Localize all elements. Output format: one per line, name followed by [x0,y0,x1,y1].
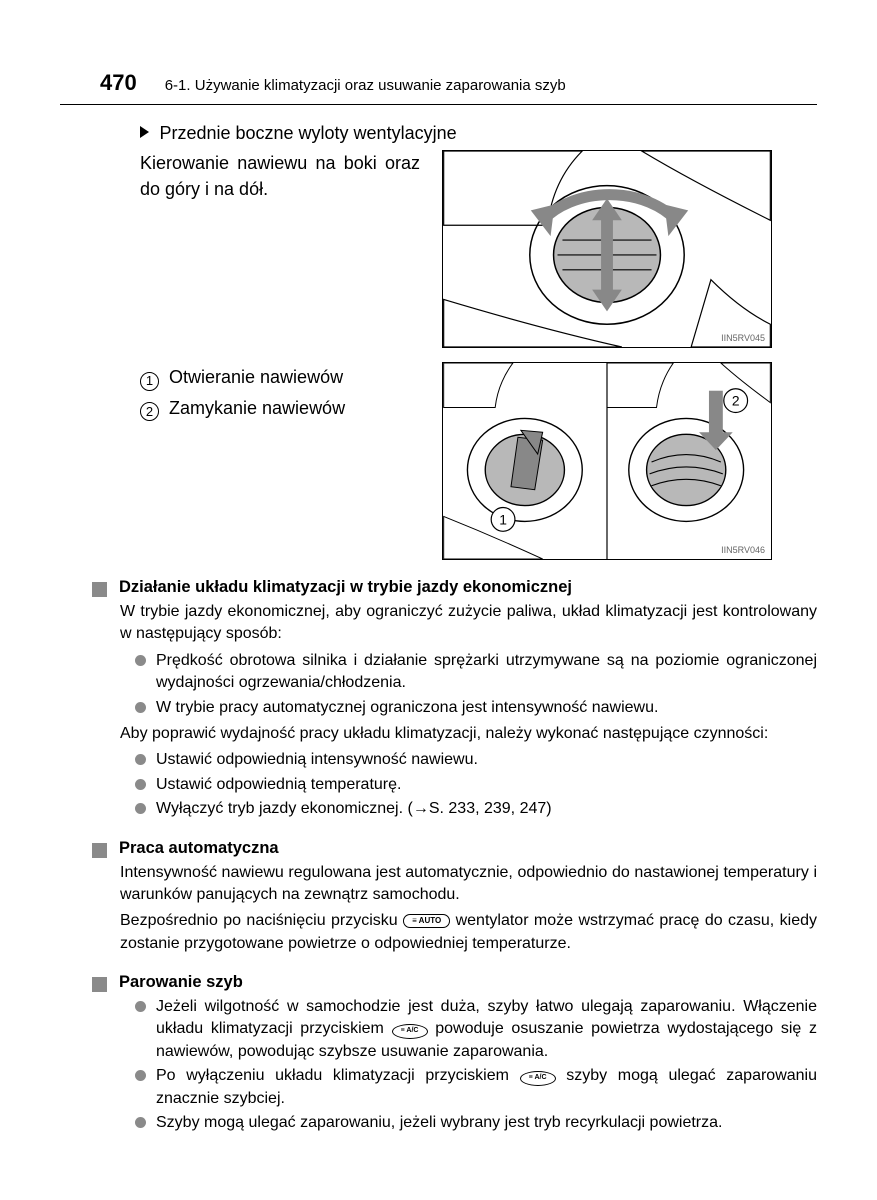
fog-bullet-1: Jeżeli wilgotność w samochodzie jest duż… [135,996,817,1063]
vent-diagram-2: 1 2 [443,363,771,559]
section-title: Przednie boczne wyloty wentylacyjne [159,123,456,143]
figure-2: 1 2 IIN5RV046 [442,362,772,560]
dot-icon [135,779,146,790]
list-item-1-text: Otwieranie nawiewów [169,367,343,387]
list-item-2-text: Zamykanie nawiewów [169,398,345,418]
auto-button-icon: ≡ AUTO [403,914,450,928]
svg-text:2: 2 [732,393,740,409]
figure-2-label: IIN5RV046 [721,545,765,555]
vent-description: Kierowanie nawiewu na boki oraz do góry … [140,150,420,202]
auto-p2: Bezpośrednio po naciśnięciu przycisku ≡ … [120,910,817,955]
dot-icon [135,754,146,765]
dot-icon [135,803,146,814]
eco-p2: Aby poprawić wydajność pracy układu klim… [120,723,817,745]
fog-bullet-3: Szyby mogą ulegać zaparowaniu, jeżeli wy… [135,1112,817,1134]
heading-eco: Działanie układu klimatyzacji w trybie j… [92,578,817,597]
list-item-2: 2 Zamykanie nawiewów [140,393,420,424]
dot-icon [135,1117,146,1128]
figure-1: IIN5RV045 [442,150,772,348]
circle-2-icon: 2 [140,402,159,421]
circle-1-icon: 1 [140,372,159,391]
chapter-title: 6-1. Używanie klimatyzacji oraz usuwanie… [165,77,566,94]
square-bullet-icon [92,582,107,597]
dot-icon [135,702,146,713]
heading-auto: Praca automatyczna [92,839,817,858]
eco-bullet-4: Ustawić odpowiednią temperaturę. [135,774,817,796]
heading-fog: Parowanie szyb [92,973,817,992]
dot-icon [135,1070,146,1081]
dot-icon [135,655,146,666]
header-rule [60,104,817,105]
dot-icon [135,1001,146,1012]
eco-p1: W trybie jazdy ekonomicznej, aby ogranic… [120,601,817,646]
eco-bullet-1: Prędkość obrotowa silnika i działanie sp… [135,650,817,695]
page-number: 470 [100,70,137,96]
svg-text:1: 1 [499,511,507,527]
fog-bullet-2: Po wyłączeniu układu klimatyzacji przyci… [135,1065,817,1110]
ac-button-icon: ≡ A/C [520,1071,556,1086]
page-header: 470 6-1. Używanie klimatyzacji oraz usuw… [60,70,817,96]
heading-eco-text: Działanie układu klimatyzacji w trybie j… [119,578,572,597]
eco-bullet-2: W trybie pracy automatycznej ograniczona… [135,697,817,719]
figure-1-label: IIN5RV045 [721,333,765,343]
square-bullet-icon [92,977,107,992]
list-item-1: 1 Otwieranie nawiewów [140,362,420,393]
vent-diagram-1 [443,151,771,347]
triangle-icon [140,126,149,138]
auto-p1: Intensywność nawiewu regulowana jest aut… [120,862,817,907]
eco-bullet-5: Wyłączyć tryb jazdy ekonomicznej. (→S. 2… [135,798,817,820]
heading-fog-text: Parowanie szyb [119,973,243,992]
ac-button-icon: ≡ A/C [392,1024,428,1039]
heading-auto-text: Praca automatyczna [119,839,279,858]
numbered-list: 1 Otwieranie nawiewów 2 Zamykanie nawiewów [140,362,420,423]
section-title-row: Przednie boczne wyloty wentylacyjne [140,123,817,144]
square-bullet-icon [92,843,107,858]
eco-bullet-3: Ustawić odpowiednią intensywność nawiewu… [135,749,817,771]
